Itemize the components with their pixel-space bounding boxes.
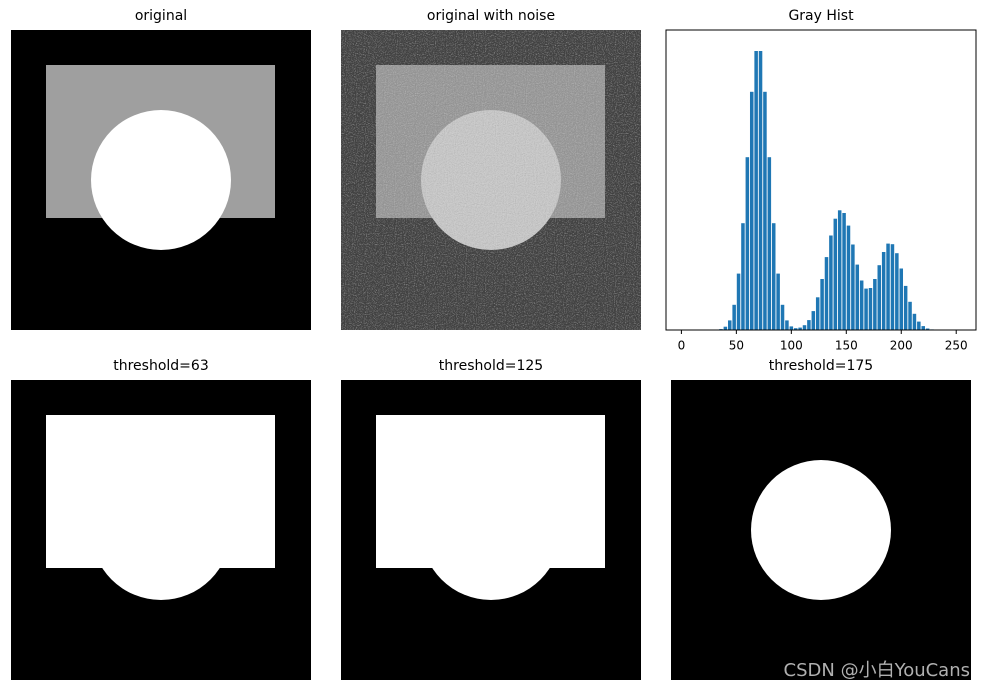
- bar: [824, 257, 829, 330]
- image-threshold-low: [11, 380, 311, 680]
- bar: [837, 210, 842, 330]
- bar: [745, 157, 750, 330]
- image-original: [11, 30, 311, 330]
- bar: [881, 252, 886, 330]
- x-tick-label: 100: [780, 339, 803, 353]
- x-tick-label: 0: [678, 339, 686, 353]
- bar: [749, 91, 754, 330]
- panel-title: threshold=63: [113, 358, 208, 374]
- axes-frame: [665, 29, 977, 331]
- bar: [855, 264, 860, 330]
- bar: [798, 327, 802, 330]
- bar: [921, 326, 925, 330]
- bar: [912, 313, 917, 330]
- x-tick-label: 200: [890, 339, 913, 353]
- bar: [789, 326, 794, 330]
- bar: [754, 51, 758, 330]
- watermark: CSDN @小白YouCans: [784, 660, 970, 681]
- panel-title: original with noise: [427, 8, 555, 24]
- bar: [763, 91, 767, 330]
- bar: [886, 243, 890, 330]
- bar: [851, 244, 855, 330]
- bar: [811, 311, 816, 330]
- bar: [776, 273, 780, 330]
- bar: [815, 297, 820, 330]
- bar: [780, 304, 785, 330]
- bar: [728, 320, 732, 330]
- bar: [833, 218, 838, 330]
- bar: [758, 51, 763, 330]
- bar: [917, 321, 921, 330]
- bar: [859, 280, 864, 330]
- bar: [829, 235, 833, 330]
- image-threshold-mid: [341, 380, 641, 680]
- bar: [846, 225, 851, 330]
- panel-title: threshold=175: [769, 358, 873, 374]
- bar: [925, 328, 930, 330]
- panel-title: Gray Hist: [788, 8, 854, 24]
- bar: [868, 288, 873, 330]
- panel-title: original: [135, 8, 187, 24]
- bar: [903, 285, 908, 330]
- bar: [771, 223, 776, 330]
- bar: [793, 328, 798, 330]
- bar: [785, 320, 789, 330]
- bar: [864, 288, 868, 330]
- x-tick-label: 50: [729, 339, 744, 353]
- bar: [890, 244, 895, 330]
- bar: [899, 268, 904, 330]
- bar: [732, 304, 736, 330]
- bar: [820, 279, 824, 330]
- bar: [873, 279, 877, 330]
- x-tick-label: 150: [835, 339, 858, 353]
- bar: [807, 320, 811, 330]
- bar: [908, 301, 912, 330]
- bar: [877, 265, 882, 330]
- image-threshold-high: [671, 380, 971, 680]
- bar: [767, 157, 772, 330]
- bar: [741, 223, 745, 330]
- image-noise: [341, 30, 641, 330]
- bar: [736, 273, 741, 330]
- bar: [723, 326, 728, 330]
- x-tick-label: 250: [945, 339, 968, 353]
- panel-title: threshold=125: [439, 358, 543, 374]
- bar: [802, 325, 807, 330]
- bar: [895, 253, 899, 330]
- bar: [842, 213, 846, 330]
